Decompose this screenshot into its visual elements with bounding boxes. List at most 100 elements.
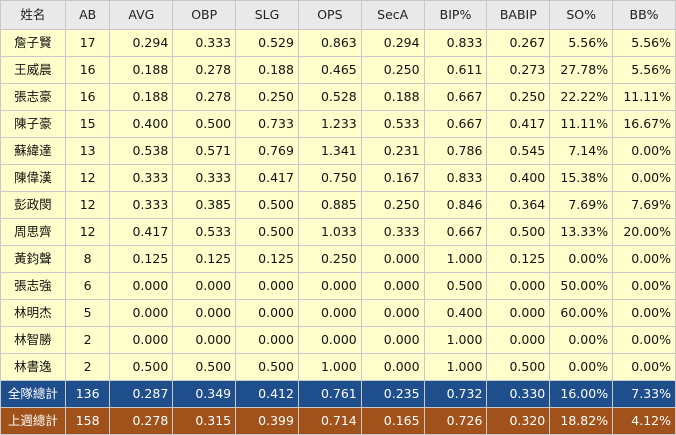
header-seca[interactable]: SecA (360, 0, 425, 30)
player-name: 詹子賢 (0, 29, 66, 57)
header-so-pct[interactable]: SO% (549, 0, 614, 30)
total-cell: 0.165 (360, 407, 425, 435)
stat-cell: 0.833 (423, 29, 488, 57)
header-slg[interactable]: SLG (235, 0, 299, 30)
table-row: 彭政閔 12 0.333 0.385 0.500 0.885 0.250 0.846 0.364… (0, 191, 676, 219)
stat-cell: 0.00% (549, 353, 614, 381)
stat-cell: 0.000 (172, 326, 237, 354)
total-cell: 0.287 (109, 380, 174, 408)
stat-cell: 0.611 (423, 56, 488, 84)
total-cell: 0.330 (486, 380, 551, 408)
stat-cell: 16 (64, 56, 111, 84)
stat-cell: 2 (64, 326, 111, 354)
stat-cell: 0.000 (360, 299, 425, 327)
stat-cell: 0.538 (109, 137, 174, 165)
stat-cell: 0.250 (486, 83, 551, 111)
stat-cell: 0.188 (109, 56, 174, 84)
total-cell: 18.82% (549, 407, 614, 435)
stat-cell: 0.250 (360, 56, 425, 84)
header-name[interactable]: 姓名 (0, 0, 66, 30)
player-name: 彭政閔 (0, 191, 66, 219)
total-cell: 136 (64, 380, 111, 408)
stat-cell: 11.11% (549, 110, 614, 138)
stat-cell: 0.500 (172, 353, 237, 381)
stat-cell: 12 (64, 218, 111, 246)
stat-cell: 0.250 (235, 83, 299, 111)
stat-cell: 0.667 (423, 218, 488, 246)
stat-cell: 0.846 (423, 191, 488, 219)
header-bip-pct[interactable]: BIP% (423, 0, 488, 30)
stat-cell: 0.333 (172, 164, 237, 192)
stat-cell: 0.400 (423, 299, 488, 327)
total-cell: 0.315 (172, 407, 237, 435)
stat-cell: 16.67% (612, 110, 676, 138)
stat-cell: 0.500 (109, 353, 174, 381)
stat-cell: 1.341 (297, 137, 362, 165)
stat-cell: 0.000 (235, 299, 299, 327)
stat-cell: 0.250 (360, 191, 425, 219)
stat-cell: 0.000 (109, 299, 174, 327)
stat-cell: 1.000 (423, 326, 488, 354)
stat-cell: 0.000 (235, 272, 299, 300)
stat-cell: 0.417 (486, 110, 551, 138)
stat-cell: 0.417 (109, 218, 174, 246)
header-ops[interactable]: OPS (297, 0, 362, 30)
stat-cell: 0.333 (360, 218, 425, 246)
stat-cell: 0.231 (360, 137, 425, 165)
stat-cell: 0.00% (612, 137, 676, 165)
stat-cell: 0.000 (360, 245, 425, 273)
player-name: 周思齊 (0, 218, 66, 246)
header-babip[interactable]: BABIP (486, 0, 551, 30)
header-avg[interactable]: AVG (109, 0, 174, 30)
player-name: 林書逸 (0, 353, 66, 381)
stat-cell: 0.333 (109, 191, 174, 219)
stat-cell: 0.188 (360, 83, 425, 111)
header-obp[interactable]: OBP (172, 0, 237, 30)
stat-cell: 0.000 (109, 272, 174, 300)
stat-cell: 0.786 (423, 137, 488, 165)
stat-cell: 0.571 (172, 137, 237, 165)
header-bb-pct[interactable]: BB% (612, 0, 676, 30)
table-row: 陳子豪 15 0.400 0.500 0.733 1.233 0.533 0.667 0.417… (0, 110, 676, 138)
table-row: 陳偉漢 12 0.333 0.333 0.417 0.750 0.167 0.833 0.400… (0, 164, 676, 192)
stat-cell: 5.56% (549, 29, 614, 57)
stat-cell: 6 (64, 272, 111, 300)
team-total-row: 全隊總計 136 0.287 0.349 0.412 0.761 0.235 0… (0, 380, 676, 408)
total-label: 全隊總計 (0, 380, 66, 408)
player-name: 林明杰 (0, 299, 66, 327)
stat-cell: 15 (64, 110, 111, 138)
stat-cell: 0.167 (360, 164, 425, 192)
stat-cell: 5 (64, 299, 111, 327)
total-cell: 0.726 (423, 407, 488, 435)
total-cell: 7.33% (612, 380, 676, 408)
total-cell: 0.320 (486, 407, 551, 435)
header-ab[interactable]: AB (64, 0, 111, 30)
stat-cell: 12 (64, 164, 111, 192)
stat-cell: 0.294 (109, 29, 174, 57)
stat-cell: 0.125 (235, 245, 299, 273)
stat-cell: 0.528 (297, 83, 362, 111)
stat-cell: 0.000 (486, 272, 551, 300)
stat-cell: 0.00% (612, 164, 676, 192)
stat-cell: 0.533 (360, 110, 425, 138)
stat-cell: 13 (64, 137, 111, 165)
stat-cell: 7.14% (549, 137, 614, 165)
stat-cell: 0.294 (360, 29, 425, 57)
stat-cell: 0.000 (360, 326, 425, 354)
stat-cell: 0.125 (172, 245, 237, 273)
total-cell: 0.235 (360, 380, 425, 408)
stat-cell: 1.033 (297, 218, 362, 246)
player-name: 黃鈞聲 (0, 245, 66, 273)
stat-cell: 13.33% (549, 218, 614, 246)
stat-cell: 0.500 (423, 272, 488, 300)
stat-cell: 0.385 (172, 191, 237, 219)
stat-cell: 0.885 (297, 191, 362, 219)
stat-cell: 0.00% (549, 326, 614, 354)
stat-cell: 11.11% (612, 83, 676, 111)
stat-cell: 0.500 (235, 191, 299, 219)
stat-cell: 0.250 (297, 245, 362, 273)
player-name: 陳偉漢 (0, 164, 66, 192)
stat-cell: 0.000 (486, 299, 551, 327)
stat-cell: 5.56% (612, 56, 676, 84)
stat-cell: 0.769 (235, 137, 299, 165)
